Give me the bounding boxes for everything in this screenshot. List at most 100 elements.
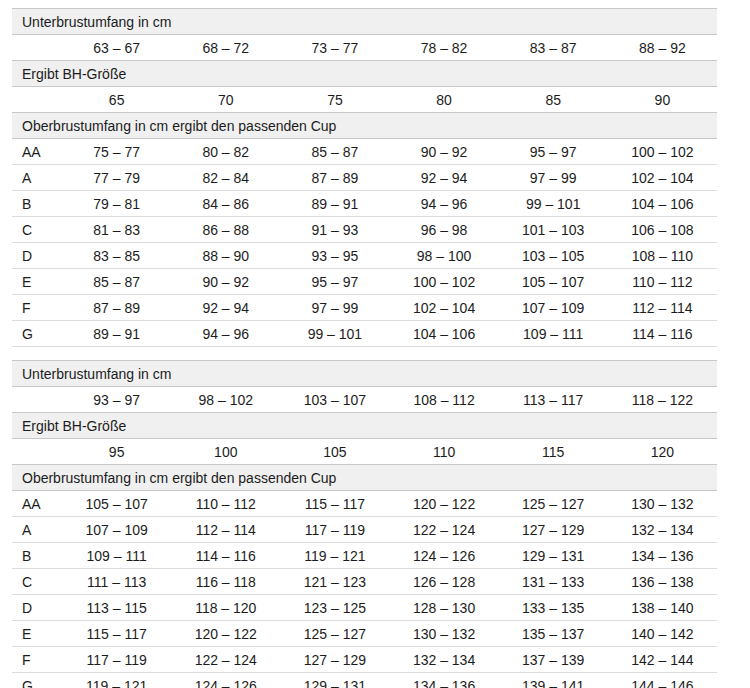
cup-range: 88 – 90 — [171, 243, 280, 269]
band-size: 120 — [608, 439, 717, 465]
cup-letter: E — [12, 621, 62, 647]
cup-range: 142 – 144 — [608, 647, 717, 673]
cup-range: 127 – 129 — [280, 647, 389, 673]
underbust-header-row: Unterbrustumfang in cm — [12, 361, 717, 387]
cup-range: 125 – 127 — [499, 491, 608, 517]
band-size: 75 — [280, 87, 389, 113]
empty-cell — [12, 387, 62, 413]
cup-range: 89 – 91 — [62, 321, 171, 347]
cup-range: 103 – 105 — [499, 243, 608, 269]
cup-header-row: Oberbrustumfang in cm ergibt den passend… — [12, 465, 717, 491]
cup-range: 138 – 140 — [608, 595, 717, 621]
cup-range: 115 – 117 — [62, 621, 171, 647]
underbust-header-label: Unterbrustumfang in cm — [12, 9, 717, 35]
cup-range: 104 – 106 — [389, 321, 498, 347]
cup-range: 127 – 129 — [499, 517, 608, 543]
cup-letter: G — [12, 673, 62, 688]
cup-letter: A — [12, 165, 62, 191]
cup-range: 97 – 99 — [499, 165, 608, 191]
band-size-row: 65 70 75 80 85 90 — [12, 87, 717, 113]
band-size: 65 — [62, 87, 171, 113]
cup-range: 110 – 112 — [171, 491, 280, 517]
underbust-range: 78 – 82 — [389, 35, 498, 61]
band-size: 80 — [389, 87, 498, 113]
underbust-range: 88 – 92 — [608, 35, 717, 61]
cup-range: 120 – 122 — [171, 621, 280, 647]
band-size-header-row: Ergibt BH-Größe — [12, 61, 717, 87]
cup-letter: C — [12, 569, 62, 595]
underbust-range-row: 93 – 97 98 – 102 103 – 107 108 – 112 113… — [12, 387, 717, 413]
cup-range: 132 – 134 — [608, 517, 717, 543]
cup-range: 119 – 121 — [62, 673, 171, 688]
cup-range: 87 – 89 — [62, 295, 171, 321]
cup-letter: E — [12, 269, 62, 295]
cup-range: 102 – 104 — [389, 295, 498, 321]
cup-range: 139 – 141 — [499, 673, 608, 688]
empty-cell — [12, 35, 62, 61]
cup-range: 79 – 81 — [62, 191, 171, 217]
cup-range: 87 – 89 — [280, 165, 389, 191]
underbust-range: 103 – 107 — [280, 387, 389, 413]
band-size-header-label: Ergibt BH-Größe — [12, 413, 717, 439]
cup-row-aa: AA 105 – 107 110 – 112 115 – 117 120 – 1… — [12, 491, 717, 517]
cup-range: 130 – 132 — [608, 491, 717, 517]
underbust-header-row: Unterbrustumfang in cm — [12, 9, 717, 35]
band-size: 105 — [280, 439, 389, 465]
cup-range: 124 – 126 — [171, 673, 280, 688]
cup-range: 117 – 119 — [62, 647, 171, 673]
cup-range: 94 – 96 — [171, 321, 280, 347]
underbust-range: 118 – 122 — [608, 387, 717, 413]
cup-row-e: E 115 – 117 120 – 122 125 – 127 130 – 13… — [12, 621, 717, 647]
cup-letter: F — [12, 295, 62, 321]
cup-range: 144 – 146 — [608, 673, 717, 688]
cup-range: 113 – 115 — [62, 595, 171, 621]
band-size: 95 — [62, 439, 171, 465]
cup-letter: B — [12, 543, 62, 569]
band-size-row: 95 100 105 110 115 120 — [12, 439, 717, 465]
cup-row-b: B 109 – 111 114 – 116 119 – 121 124 – 12… — [12, 543, 717, 569]
band-size: 115 — [499, 439, 608, 465]
cup-range: 131 – 133 — [499, 569, 608, 595]
cup-range: 114 – 116 — [608, 321, 717, 347]
cup-range: 85 – 87 — [280, 139, 389, 165]
cup-range: 91 – 93 — [280, 217, 389, 243]
cup-range: 92 – 94 — [171, 295, 280, 321]
cup-range: 97 – 99 — [280, 295, 389, 321]
cup-row-a: A 107 – 109 112 – 114 117 – 119 122 – 12… — [12, 517, 717, 543]
band-size: 110 — [389, 439, 498, 465]
cup-range: 99 – 101 — [280, 321, 389, 347]
underbust-range: 108 – 112 — [389, 387, 498, 413]
cup-range: 85 – 87 — [62, 269, 171, 295]
cup-range: 112 – 114 — [608, 295, 717, 321]
cup-range: 105 – 107 — [499, 269, 608, 295]
cup-letter: D — [12, 595, 62, 621]
cup-range: 120 – 122 — [389, 491, 498, 517]
cup-range: 100 – 102 — [608, 139, 717, 165]
cup-row-d: D 83 – 85 88 – 90 93 – 95 98 – 100 103 –… — [12, 243, 717, 269]
band-size-header-row: Ergibt BH-Größe — [12, 413, 717, 439]
band-size: 90 — [608, 87, 717, 113]
cup-row-a: A 77 – 79 82 – 84 87 – 89 92 – 94 97 – 9… — [12, 165, 717, 191]
cup-letter: AA — [12, 491, 62, 517]
cup-range: 99 – 101 — [499, 191, 608, 217]
cup-range: 92 – 94 — [389, 165, 498, 191]
band-size: 100 — [171, 439, 280, 465]
underbust-range-row: 63 – 67 68 – 72 73 – 77 78 – 82 83 – 87 … — [12, 35, 717, 61]
cup-range: 95 – 97 — [499, 139, 608, 165]
cup-range: 109 – 111 — [499, 321, 608, 347]
empty-cell — [12, 439, 62, 465]
cup-range: 106 – 108 — [608, 217, 717, 243]
cup-range: 135 – 137 — [499, 621, 608, 647]
cup-range: 123 – 125 — [280, 595, 389, 621]
cup-range: 82 – 84 — [171, 165, 280, 191]
cup-range: 109 – 111 — [62, 543, 171, 569]
cup-letter: A — [12, 517, 62, 543]
cup-range: 94 – 96 — [389, 191, 498, 217]
cup-range: 93 – 95 — [280, 243, 389, 269]
underbust-range: 73 – 77 — [280, 35, 389, 61]
cup-range: 115 – 117 — [280, 491, 389, 517]
cup-range: 95 – 97 — [280, 269, 389, 295]
cup-letter: AA — [12, 139, 62, 165]
cup-range: 110 – 112 — [608, 269, 717, 295]
cup-row-d: D 113 – 115 118 – 120 123 – 125 128 – 13… — [12, 595, 717, 621]
